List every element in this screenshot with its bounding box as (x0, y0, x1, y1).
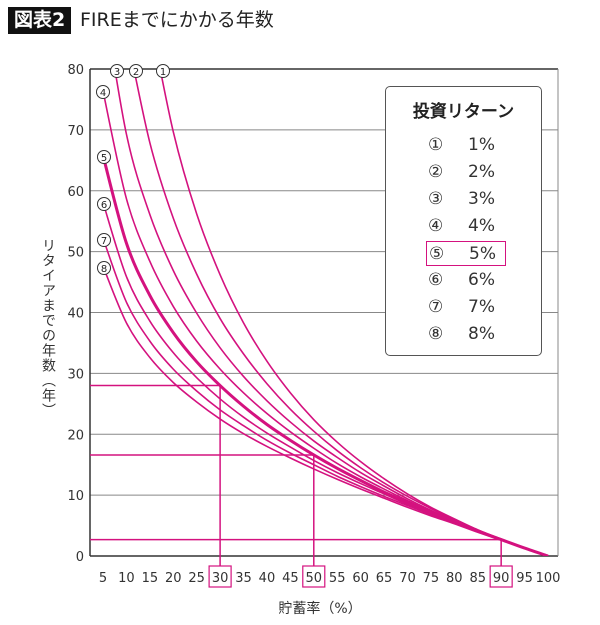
series-label-circle (96, 85, 110, 99)
series-line-8 (102, 265, 549, 556)
y-tick-label: 80 (67, 63, 84, 78)
x-tick-label: 10 (118, 571, 135, 586)
series-label-circle (97, 197, 111, 211)
legend-marker: ② (428, 162, 444, 182)
x-tick-label: 60 (352, 571, 369, 586)
series-label-circle (97, 261, 111, 275)
legend-marker: ⑤ (429, 244, 445, 264)
legend-label: 7% (468, 297, 495, 317)
y-tick-label: 30 (67, 367, 84, 382)
x-tick-label: 70 (399, 571, 416, 586)
legend-label: 3% (468, 189, 495, 209)
legend-label: 8% (468, 324, 495, 344)
legend-label: 4% (468, 216, 495, 236)
legend-marker: ① (428, 135, 444, 155)
legend-item: ⑤ 5% (426, 241, 506, 266)
legend-item: ② 2% (408, 160, 520, 185)
x-tick-label: 5 (99, 571, 107, 586)
series-label: 6 (101, 200, 107, 211)
x-tick-label: 30 (212, 571, 229, 586)
x-tick-label: 15 (142, 571, 159, 586)
x-tick-label: 50 (306, 571, 323, 586)
y-tick-label: 40 (67, 307, 84, 322)
y-tick-label: 10 (67, 489, 84, 504)
series-label: 7 (101, 236, 107, 247)
y-tick-label: 0 (76, 550, 84, 565)
legend-label: 1% (468, 135, 495, 155)
x-axis-label: 貯蓄率（%） (278, 601, 362, 617)
y-axis-label: リタイアまでの年数（年） (40, 238, 56, 418)
x-tick-label: 25 (188, 571, 205, 586)
legend-item: ① 1% (408, 133, 520, 158)
legend-item: ⑦ 7% (408, 295, 520, 320)
figure-badge: 図表2 (8, 7, 72, 34)
legend-item: ⑥ 6% (408, 268, 520, 293)
legend-marker: ④ (428, 216, 444, 236)
x-tick-label: 45 (282, 571, 299, 586)
x-tick-label: 55 (329, 571, 346, 586)
legend-title: 投資リターン (412, 102, 515, 122)
legend-label: 2% (468, 162, 495, 182)
series-label-circle (156, 64, 170, 78)
series-label: 4 (100, 88, 106, 99)
legend-marker: ⑧ (428, 324, 444, 344)
x-tick-label: 75 (423, 571, 440, 586)
legend-label: 5% (469, 244, 496, 264)
legend-marker: ⑥ (428, 270, 444, 290)
series-label: 8 (101, 264, 107, 275)
series-label: 5 (101, 153, 107, 164)
x-tick-label: 40 (259, 571, 276, 586)
legend-marker: ⑦ (428, 297, 444, 317)
x-tick-label: 20 (165, 571, 182, 586)
legend-marker: ③ (428, 189, 444, 209)
y-tick-label: 70 (67, 124, 84, 139)
legend-item: ③ 3% (408, 187, 520, 212)
x-tick-label: 85 (469, 571, 486, 586)
x-tick-label: 35 (235, 571, 252, 586)
x-tick-label: 100 (536, 571, 561, 586)
y-tick-label: 50 (67, 246, 84, 261)
x-tick-label: 95 (516, 571, 533, 586)
x-tick-label: 80 (446, 571, 463, 586)
series-label-circle (110, 64, 124, 78)
legend: 投資リターン ① 1% ② 2% ③ 3% ④ 4% ⑤ 5% ⑥ 6% ⑦ 7% ⑧ 8% (385, 86, 542, 356)
x-tick-label: 65 (376, 571, 393, 586)
chart-title: FIREまでにかかる年数 (80, 9, 274, 31)
y-tick-label: 60 (67, 185, 84, 200)
series-label: 2 (133, 67, 139, 78)
series-label-circle (97, 150, 111, 164)
series-label-circle (97, 233, 111, 247)
series-label: 3 (114, 67, 120, 78)
legend-item: ⑧ 8% (408, 322, 520, 347)
series-label-circle (129, 64, 143, 78)
series-label: 1 (160, 67, 166, 78)
legend-item: ④ 4% (408, 214, 520, 239)
legend-label: 6% (468, 270, 495, 290)
y-tick-label: 20 (67, 428, 84, 443)
x-tick-label: 90 (493, 571, 510, 586)
